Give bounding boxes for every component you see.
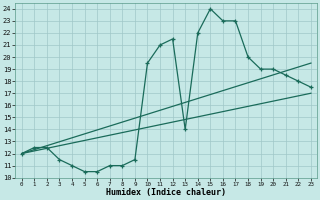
X-axis label: Humidex (Indice chaleur): Humidex (Indice chaleur) [106, 188, 226, 197]
